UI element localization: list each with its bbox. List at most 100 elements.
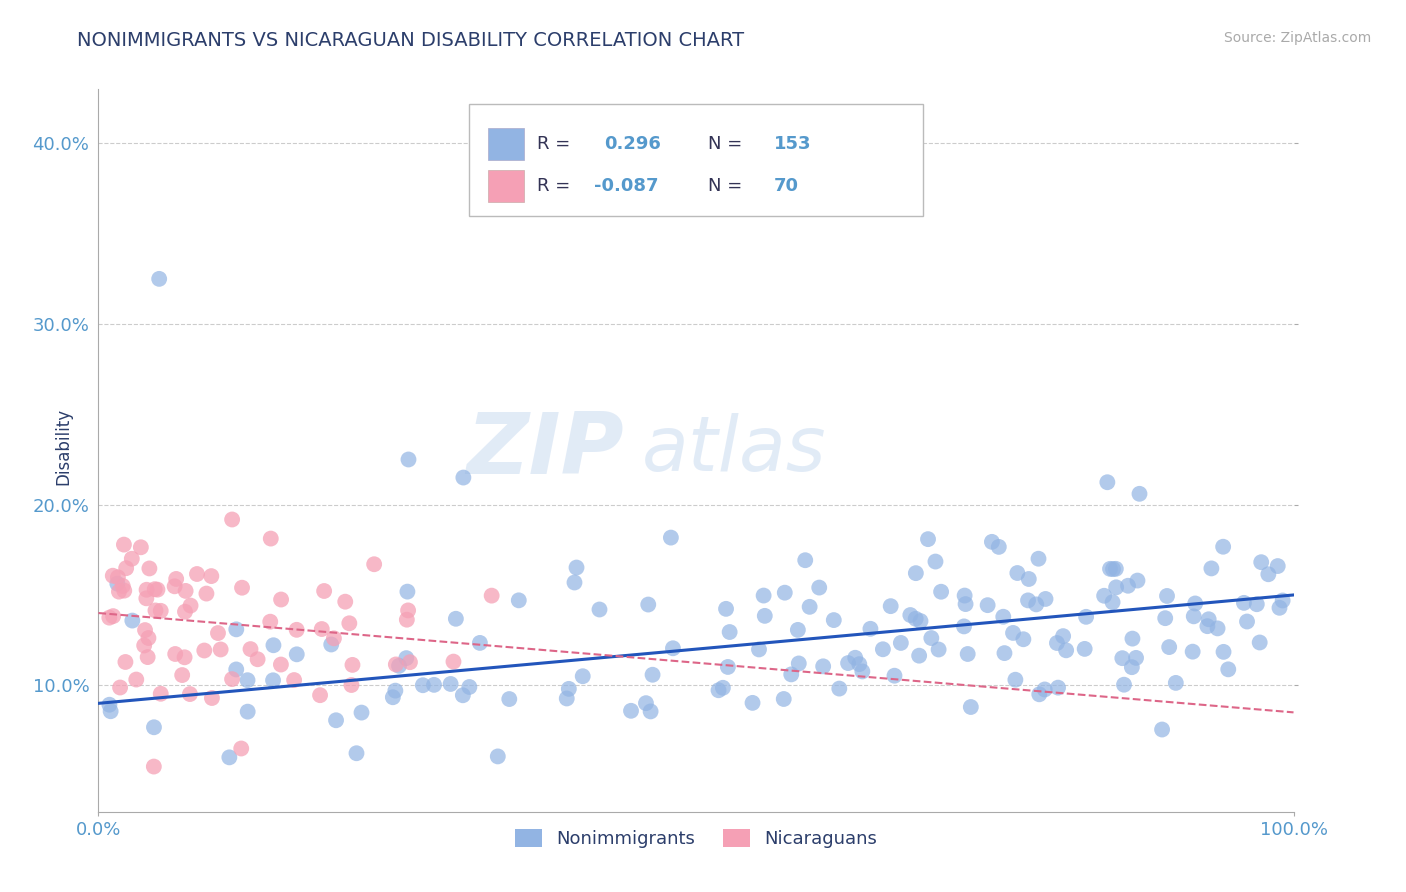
Point xyxy=(773,585,796,599)
Point xyxy=(772,692,794,706)
Point xyxy=(270,592,292,607)
Point xyxy=(180,599,202,613)
Point xyxy=(1018,572,1040,586)
Point xyxy=(458,680,481,694)
Point xyxy=(112,583,135,598)
Point xyxy=(555,691,578,706)
Point xyxy=(134,623,156,637)
Point xyxy=(121,614,143,628)
Point xyxy=(100,704,122,718)
Point xyxy=(439,677,461,691)
Point xyxy=(335,595,357,609)
Point xyxy=(143,582,166,597)
Point xyxy=(956,647,979,661)
Point xyxy=(1035,591,1057,606)
Point xyxy=(172,668,194,682)
Point xyxy=(904,612,927,626)
Point xyxy=(136,650,159,665)
Point xyxy=(662,641,685,656)
Point xyxy=(1125,651,1147,665)
Point xyxy=(1184,597,1206,611)
Point xyxy=(395,613,418,627)
Text: NONIMMIGRANTS VS NICARAGUAN DISABILITY CORRELATION CHART: NONIMMIGRANTS VS NICARAGUAN DISABILITY C… xyxy=(77,31,744,50)
Point xyxy=(959,700,981,714)
Point xyxy=(910,614,932,628)
Point xyxy=(1246,597,1268,611)
Point xyxy=(928,642,950,657)
Point xyxy=(564,575,586,590)
Point xyxy=(453,470,475,484)
Point xyxy=(236,673,259,688)
Point xyxy=(350,706,373,720)
Point xyxy=(1128,487,1150,501)
Point xyxy=(1182,609,1205,624)
Point xyxy=(174,605,197,619)
Point xyxy=(823,613,845,627)
Point xyxy=(1121,632,1143,646)
Point xyxy=(1268,600,1291,615)
Point xyxy=(186,567,208,582)
Point xyxy=(207,626,229,640)
Point xyxy=(1206,621,1229,635)
Point xyxy=(395,651,418,665)
Point xyxy=(780,667,803,681)
Point xyxy=(799,599,821,614)
Point xyxy=(239,642,262,657)
Point xyxy=(1156,589,1178,603)
Point xyxy=(786,623,808,637)
Point xyxy=(1159,640,1181,654)
Text: ZIP: ZIP xyxy=(467,409,624,492)
Point xyxy=(717,660,740,674)
Point xyxy=(146,582,169,597)
Point xyxy=(976,598,998,612)
Text: -0.087: -0.087 xyxy=(595,177,659,194)
Point xyxy=(114,655,136,669)
Point xyxy=(148,272,170,286)
Point xyxy=(246,652,269,666)
Point xyxy=(748,642,770,657)
Point xyxy=(707,683,730,698)
Point xyxy=(754,608,776,623)
Point xyxy=(837,656,859,670)
Point xyxy=(929,584,952,599)
Point xyxy=(588,602,610,616)
Point xyxy=(135,582,157,597)
Point xyxy=(859,622,882,636)
Point xyxy=(105,576,128,591)
Point xyxy=(1046,636,1069,650)
Point xyxy=(121,551,143,566)
Point xyxy=(1047,681,1070,695)
Point xyxy=(444,612,467,626)
FancyBboxPatch shape xyxy=(488,170,524,202)
Point xyxy=(1154,611,1177,625)
Point xyxy=(388,658,411,673)
FancyBboxPatch shape xyxy=(470,103,922,216)
Point xyxy=(714,602,737,616)
Point xyxy=(209,642,232,657)
Point xyxy=(129,541,152,555)
Point xyxy=(883,669,905,683)
Point xyxy=(898,607,921,622)
Text: Disability: Disability xyxy=(55,408,72,484)
Point xyxy=(231,581,253,595)
Point xyxy=(486,749,509,764)
Point xyxy=(637,598,659,612)
Point xyxy=(107,570,129,584)
Point xyxy=(987,540,1010,554)
Point xyxy=(1105,562,1128,576)
Point xyxy=(1164,676,1187,690)
Point xyxy=(1102,562,1125,576)
Point xyxy=(920,631,942,645)
Point xyxy=(993,646,1015,660)
Point xyxy=(135,591,157,606)
Point xyxy=(917,532,939,546)
Point xyxy=(321,638,343,652)
Text: R =: R = xyxy=(537,177,571,194)
Point xyxy=(111,579,134,593)
Point xyxy=(1101,595,1123,609)
Point xyxy=(1017,593,1039,607)
Point xyxy=(508,593,530,607)
Point xyxy=(890,636,912,650)
Point xyxy=(787,657,810,671)
Point xyxy=(620,704,643,718)
